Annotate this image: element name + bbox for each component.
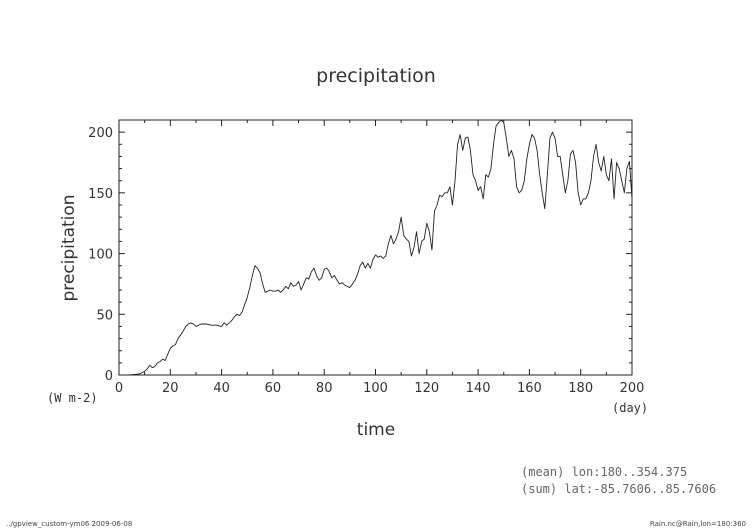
x-tick-label: 180 (568, 381, 593, 396)
y-axis-label: precipitation (59, 194, 79, 301)
footer-right-label: Rain.nc@Rain,lon=180:360 (650, 520, 746, 528)
series-line-0 (119, 119, 633, 376)
x-tick-label: 60 (265, 381, 282, 396)
y-tick-label: 50 (96, 308, 113, 323)
chart-title: precipitation (316, 65, 436, 87)
series-group (119, 119, 633, 376)
x-tick-label: 20 (162, 381, 179, 396)
y-unit-label: (W m-2) (47, 391, 98, 405)
x-tick-label: 0 (115, 381, 123, 396)
x-unit-label: (day) (612, 401, 648, 415)
y-tick-label: 100 (88, 248, 113, 263)
x-tick-label: 100 (363, 381, 388, 396)
x-axis-label: time (357, 420, 395, 440)
x-tick-label: 160 (517, 381, 542, 396)
x-tick-label: 120 (414, 381, 439, 396)
x-tick-label: 200 (620, 381, 645, 396)
footer-left-label: ../gpview_custom-ym06 2009-06-08 (6, 520, 132, 528)
y-tick-label: 200 (88, 126, 113, 141)
y-tick-label: 150 (88, 187, 113, 202)
y-axis-ticks: 0 50 100 150 200 (88, 119, 632, 384)
y-tick-label: 0 (105, 369, 113, 384)
note-sum: (sum) lat:-85.7606..85.7606 (521, 482, 716, 496)
x-axis-ticks: 0 20 40 60 80 100 120 140 160 180 200 (115, 120, 645, 396)
x-tick-label: 40 (213, 381, 230, 396)
x-tick-label: 80 (316, 381, 333, 396)
x-tick-label: 140 (466, 381, 491, 396)
note-mean: (mean) lon:180..354.375 (521, 465, 687, 479)
plot-frame (118, 119, 633, 376)
